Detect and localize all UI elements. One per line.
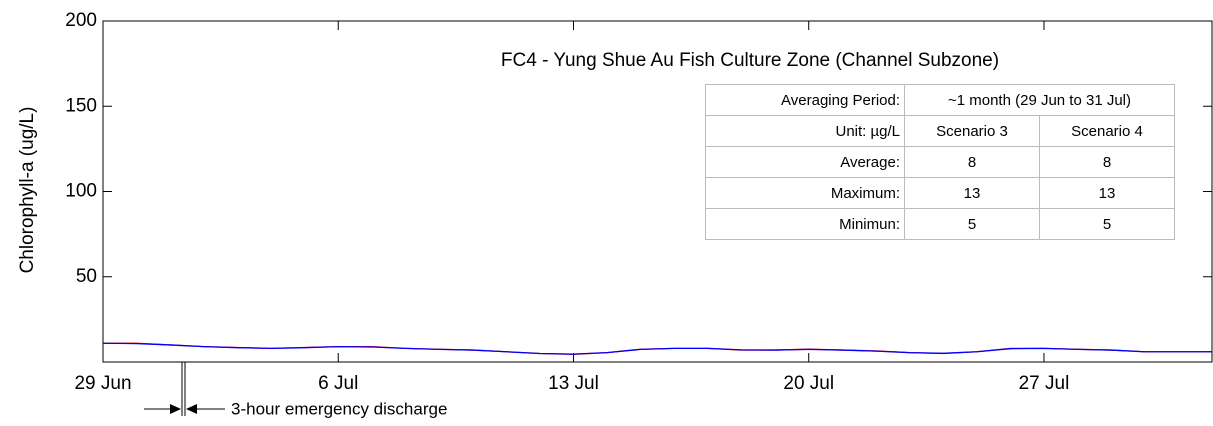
arrow-head [170, 404, 181, 414]
row-label: Unit: µg/L [705, 115, 905, 147]
x-tick-label: 13 Jul [548, 373, 599, 394]
table-cell: 13 [904, 177, 1040, 209]
table-cell: 8 [904, 146, 1040, 178]
y-tick-label: 200 [65, 10, 97, 31]
table-row: Unit: µg/L Scenario 3 Scenario 4 [705, 115, 1175, 147]
table-row: Maximum: 13 13 [705, 177, 1175, 209]
table-cell: 5 [904, 208, 1040, 240]
x-tick-label: 6 Jul [318, 373, 358, 394]
x-tick-label: 29 Jun [74, 373, 131, 394]
table-row: Averaging Period: ~1 month (29 Jun to 31 … [705, 84, 1175, 116]
row-label: Minimun: [705, 208, 905, 240]
table-cell: 5 [1039, 208, 1175, 240]
row-label: Maximum: [705, 177, 905, 209]
x-tick-label: 20 Jul [783, 373, 834, 394]
chart-title: FC4 - Yung Shue Au Fish Culture Zone (Ch… [501, 50, 999, 71]
x-tick-label: 27 Jul [1019, 373, 1070, 394]
data-line [102, 342, 1212, 355]
table-cell: Scenario 3 [904, 115, 1040, 147]
stats-table: Averaging Period: ~1 month (29 Jun to 31 … [705, 84, 1175, 240]
table-row: Minimun: 5 5 [705, 208, 1175, 240]
y-axis-label: Chlorophyll-a (ug/L) [17, 107, 38, 274]
y-tick-label: 50 [76, 266, 97, 287]
arrow-head [186, 404, 197, 414]
table-cell: Scenario 4 [1039, 115, 1175, 147]
row-label: Averaging Period: [705, 84, 905, 116]
table-cell: 13 [1039, 177, 1175, 209]
table-row: Average: 8 8 [705, 146, 1175, 178]
table-cell: ~1 month (29 Jun to 31 Jul) [904, 84, 1175, 116]
table-cell: 8 [1039, 146, 1175, 178]
row-label: Average: [705, 146, 905, 178]
y-tick-label: 100 [65, 181, 97, 202]
annotation: 3-hour emergency discharge [231, 399, 447, 418]
y-tick-label: 150 [65, 95, 97, 116]
